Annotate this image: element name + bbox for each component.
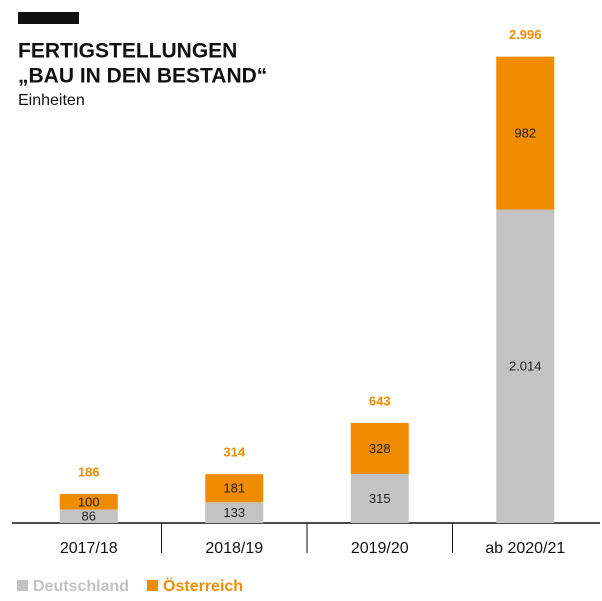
data-label: 133 [223, 505, 245, 520]
bar-segment [350, 422, 409, 474]
legend-swatch [147, 580, 159, 591]
x-tick-label: 2018/19 [205, 540, 263, 557]
data-label: 86 [82, 509, 96, 524]
total-label: 186 [78, 464, 100, 479]
x-tick-label: ab 2020/21 [485, 540, 565, 557]
legend-label: Deutschland [33, 578, 129, 595]
bar-segment [205, 474, 264, 503]
bar-segment [496, 209, 555, 523]
data-label: 2.014 [509, 359, 542, 374]
data-label: 328 [369, 441, 391, 456]
chart-title: FERTIGSTELLUNGEN [18, 40, 237, 63]
total-label: 314 [223, 445, 245, 460]
bar-segment [205, 502, 264, 523]
data-label: 181 [223, 481, 245, 496]
total-label: 643 [369, 393, 391, 408]
chart-title: „BAU IN DEN BESTAND“ [18, 65, 267, 88]
data-label: 100 [78, 494, 100, 509]
bar-segment [59, 494, 118, 510]
bar-segment [59, 509, 118, 523]
bar-segment [496, 56, 555, 210]
data-label: 315 [369, 491, 391, 506]
x-tick-label: 2017/18 [60, 540, 118, 557]
bar-segment [350, 473, 409, 523]
chart-subtitle: Einheiten [18, 92, 85, 109]
total-label: 2.996 [509, 27, 542, 42]
x-tick-label: 2019/20 [351, 540, 409, 557]
legend-label: Österreich [163, 576, 243, 595]
legend-swatch [17, 580, 28, 591]
decor-bar [18, 12, 79, 24]
data-label: 982 [514, 125, 536, 140]
